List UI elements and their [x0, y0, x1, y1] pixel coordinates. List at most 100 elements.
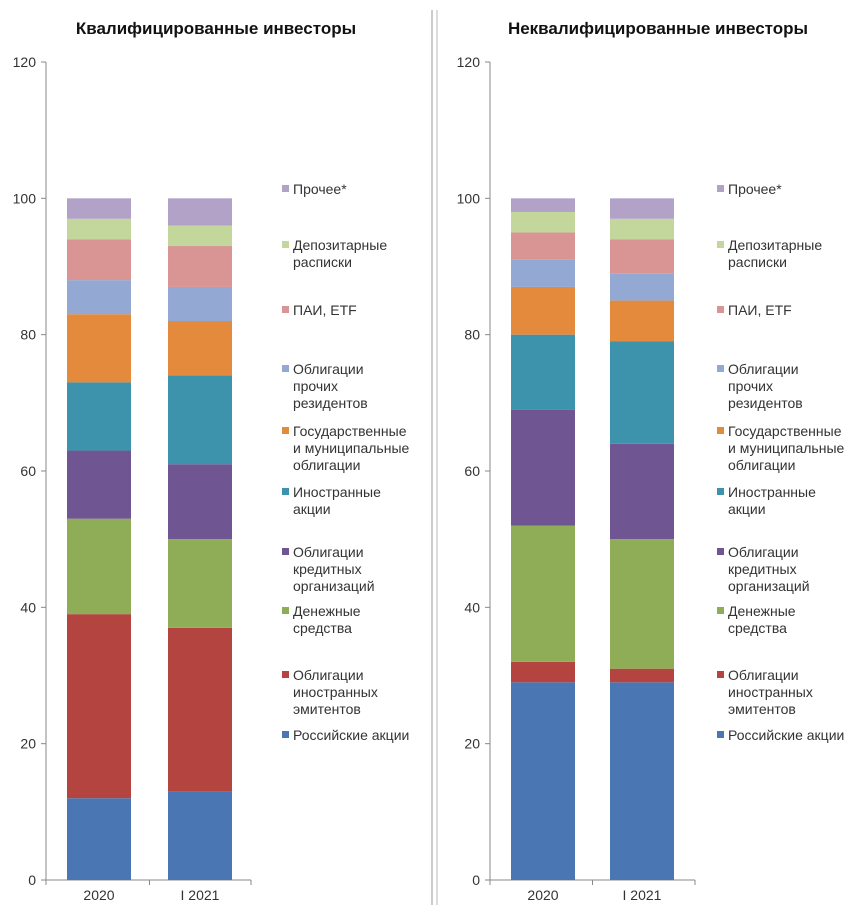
legend-label: акции	[728, 501, 766, 517]
legend-label: Депозитарные	[728, 237, 822, 253]
x-tick-label: 2020	[527, 887, 558, 903]
y-tick-label: 40	[20, 599, 36, 615]
legend-label: организаций	[293, 578, 375, 594]
legend-label: Облигации	[293, 361, 364, 377]
legend-label: Прочее*	[728, 181, 782, 197]
bar-segment	[610, 682, 674, 880]
bar-segment	[511, 198, 575, 212]
legend-label: Облигации	[728, 361, 799, 377]
legend-label: эмитентов	[293, 701, 361, 717]
legend-swatch	[717, 731, 724, 738]
y-tick-label: 120	[13, 54, 37, 70]
bar-segment	[168, 464, 232, 540]
chart-panel-2: Неквалифицированные инвесторы 0 20 40 60 80 10…	[457, 19, 845, 903]
bar-segment	[610, 443, 674, 540]
legend-label: эмитентов	[728, 701, 796, 717]
bar-segment	[511, 232, 575, 260]
legend-swatch	[282, 241, 289, 248]
legend-label: средства	[728, 620, 787, 636]
legend-label: Российские акции	[728, 727, 844, 743]
legend-label: облигации	[728, 457, 795, 473]
legend-label: Облигации	[728, 544, 799, 560]
legend-label: иностранных	[728, 684, 813, 700]
bar-segment	[67, 518, 131, 615]
y-tick-label: 40	[464, 599, 480, 615]
legend-label: акции	[293, 501, 331, 517]
bar-segment	[610, 539, 674, 669]
bar-segment	[67, 280, 131, 315]
bar-segment	[610, 239, 674, 274]
legend-label: Государственные	[728, 423, 842, 439]
bar-segment	[67, 382, 131, 451]
legend-label: средства	[293, 620, 352, 636]
bar-segment	[168, 246, 232, 287]
legend-label: Прочее*	[293, 181, 347, 197]
bar-segment	[168, 198, 232, 226]
y-tick-label: 80	[20, 327, 36, 343]
legend-swatch	[282, 731, 289, 738]
legend-label: ПАИ, ETF	[293, 302, 357, 318]
y-tick-label: 0	[472, 872, 480, 888]
legend-label: иностранных	[293, 684, 378, 700]
legend-label: Иностранные	[728, 484, 816, 500]
bar-segment	[168, 225, 232, 247]
legend-swatch	[717, 548, 724, 555]
bar-segment	[168, 286, 232, 322]
bar-segment	[610, 273, 674, 301]
legend-label: Облигации	[293, 544, 364, 560]
legend-swatch	[717, 306, 724, 313]
bar-segment	[168, 321, 232, 376]
bar-segment	[511, 409, 575, 526]
legend-swatch	[282, 607, 289, 614]
legend-swatch	[282, 671, 289, 678]
bar-segment	[610, 218, 674, 240]
y-tick-label: 100	[13, 190, 37, 206]
legend-label: Денежные	[293, 603, 361, 619]
legend-label: кредитных	[728, 561, 797, 577]
y-tick-label: 60	[464, 463, 480, 479]
chart-panel-1: Квалифицированные инвесторы 0 20 40 60 80 100 1…	[13, 19, 410, 903]
bar-segment	[511, 682, 575, 880]
bar-segment	[511, 661, 575, 683]
bar-segment	[67, 450, 131, 519]
bar-segment	[168, 375, 232, 465]
bar-segment	[511, 334, 575, 410]
y-tick-label: 80	[464, 327, 480, 343]
legend-swatch	[282, 306, 289, 313]
bar-segment	[610, 198, 674, 219]
legend-label: прочих	[293, 378, 338, 394]
legend-label: Облигации	[293, 667, 364, 683]
legend-swatch	[282, 548, 289, 555]
legend-swatch	[282, 427, 289, 434]
legend-swatch	[717, 185, 724, 192]
bar-segment	[511, 211, 575, 233]
y-tick-label: 20	[20, 736, 36, 752]
legend-label: резидентов	[293, 395, 368, 411]
legend-swatch	[282, 488, 289, 495]
legend-swatch	[717, 427, 724, 434]
legend-label: Государственные	[293, 423, 407, 439]
y-tick-label: 20	[464, 736, 480, 752]
legend-label: Депозитарные	[293, 237, 387, 253]
x-tick-label: I 2021	[181, 887, 220, 903]
legend-swatch	[717, 607, 724, 614]
chart-title: Квалифицированные инвесторы	[76, 19, 356, 38]
legend-label: и муниципальные	[728, 440, 845, 456]
bar-segment	[511, 525, 575, 662]
legend-label: организаций	[728, 578, 810, 594]
legend-label: расписки	[293, 254, 352, 270]
legend-swatch	[717, 365, 724, 372]
legend-label: ПАИ, ETF	[728, 302, 792, 318]
bar-segment	[511, 286, 575, 335]
legend-label: Российские акции	[293, 727, 409, 743]
legend-label: расписки	[728, 254, 787, 270]
bar-segment	[511, 259, 575, 287]
legend-label: Иностранные	[293, 484, 381, 500]
bar-segment	[610, 668, 674, 683]
bar-segment	[67, 218, 131, 240]
legend-swatch	[282, 185, 289, 192]
bar-segment	[610, 300, 674, 342]
bar-segment	[168, 627, 232, 792]
bar-segment	[610, 341, 674, 444]
